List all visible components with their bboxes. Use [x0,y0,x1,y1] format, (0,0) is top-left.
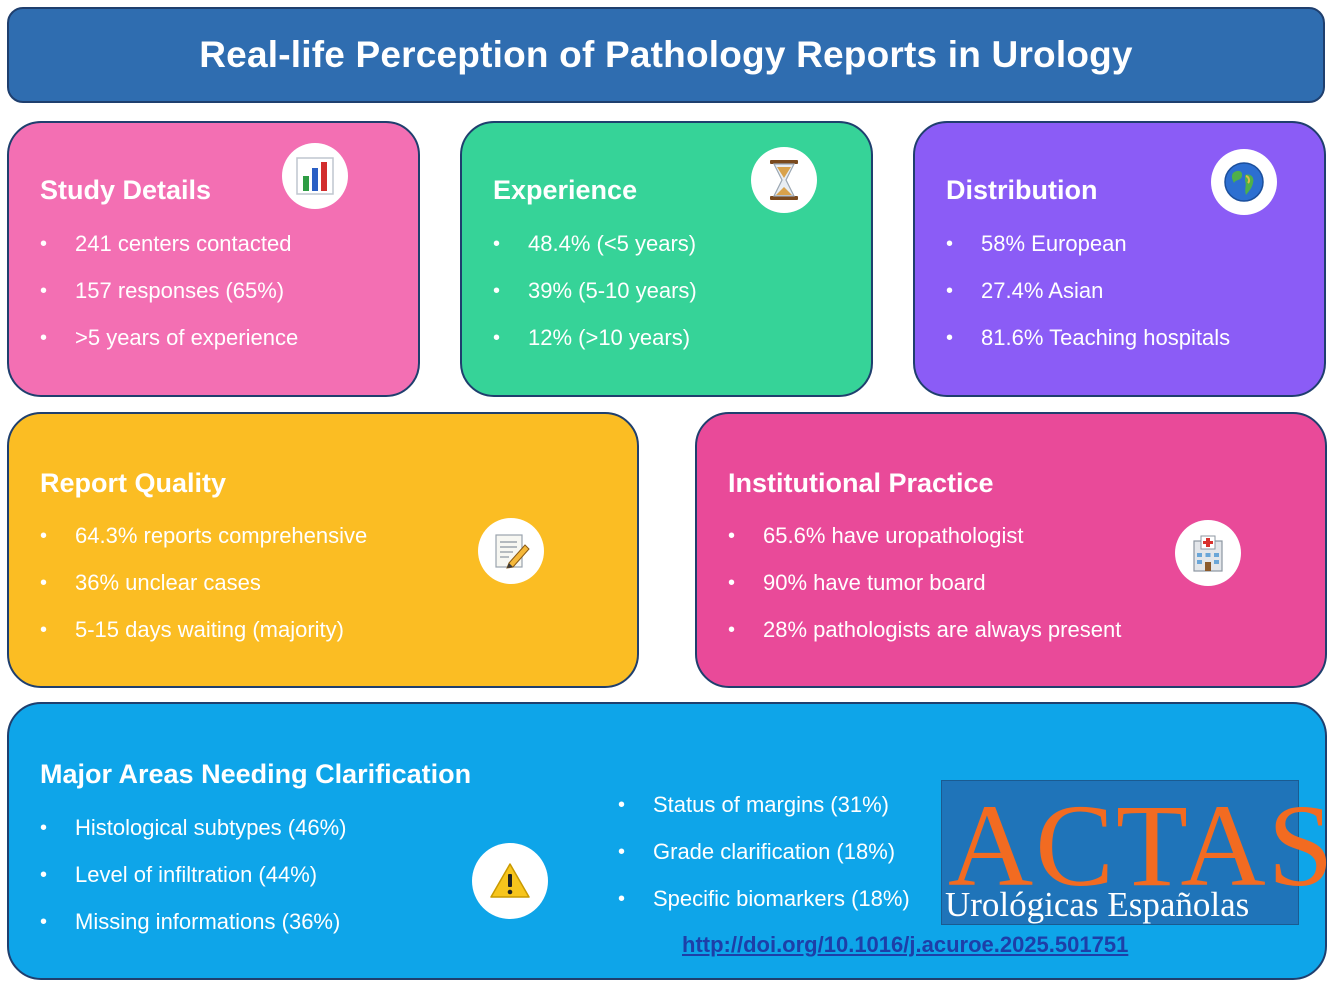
memo-icon [478,518,544,584]
list-item: 65.6% have uropathologist [728,522,1121,569]
warning-icon [472,843,548,919]
card-title: Distribution [946,175,1098,205]
list-item: 48.4% (<5 years) [493,230,697,277]
doi-link[interactable]: http://doi.org/10.1016/j.acuroe.2025.501… [682,932,1129,957]
card-title: Major Areas Needing Clarification [40,759,472,789]
actas-logo: ACTAS Urológicas Españolas [941,780,1333,925]
list-item: 12% (>10 years) [493,324,697,371]
distribution-list: 58% European 27.4% Asian 81.6% Teaching … [946,230,1230,371]
report-list: 64.3% reports comprehensive 36% unclear … [40,522,367,663]
major-list-right: Status of margins (31%) Grade clarificat… [618,791,910,932]
list-item: Histological subtypes (46%) [40,814,346,861]
card-report-quality: Report Quality 64.3% reports comprehensi… [7,412,639,688]
list-item: 81.6% Teaching hospitals [946,324,1230,371]
list-item: 157 responses (65%) [40,277,298,324]
list-item: Grade clarification (18%) [618,838,910,885]
card-experience: Experience 48.4% (<5 years) 39% (5-10 ye… [460,121,873,397]
hourglass-icon [751,147,817,213]
list-item: Level of infiltration (44%) [40,861,346,908]
experience-list: 48.4% (<5 years) 39% (5-10 years) 12% (>… [493,230,697,371]
card-title: Report Quality [40,468,227,498]
header-banner: Real-life Perception of Pathology Report… [7,7,1325,103]
list-item: Specific biomarkers (18%) [618,885,910,932]
logo-subtitle: Urológicas Españolas [945,885,1250,924]
list-item: Status of margins (31%) [618,791,910,838]
list-item: >5 years of experience [40,324,298,371]
study-list: 241 centers contacted 157 responses (65%… [40,230,298,371]
logo-name: ACTAS [948,780,1333,911]
card-title: Study Details [40,175,212,205]
list-item: 5-15 days waiting (majority) [40,616,367,663]
list-item: 58% European [946,230,1230,277]
page-title: Real-life Perception of Pathology Report… [199,34,1133,75]
list-item: 64.3% reports comprehensive [40,522,367,569]
major-list-left: Histological subtypes (46%) Level of inf… [40,814,346,955]
list-item: 28% pathologists are always present [728,616,1121,663]
card-distribution: Distribution 58% European 27.4% Asian 81… [913,121,1326,397]
bar-chart-icon [282,143,348,209]
globe-icon [1211,149,1277,215]
list-item: 90% have tumor board [728,569,1121,616]
institutional-list: 65.6% have uropathologist 90% have tumor… [728,522,1121,663]
card-title: Institutional Practice [728,468,994,498]
hospital-icon [1175,520,1241,586]
list-item: 36% unclear cases [40,569,367,616]
list-item: 241 centers contacted [40,230,298,277]
card-title: Experience [493,175,638,205]
list-item: Missing informations (36%) [40,908,346,955]
card-institutional-practice: Institutional Practice 65.6% have uropat… [695,412,1327,688]
list-item: 27.4% Asian [946,277,1230,324]
list-item: 39% (5-10 years) [493,277,697,324]
card-study-details: Study Details 241 centers contacted 157 … [7,121,420,397]
